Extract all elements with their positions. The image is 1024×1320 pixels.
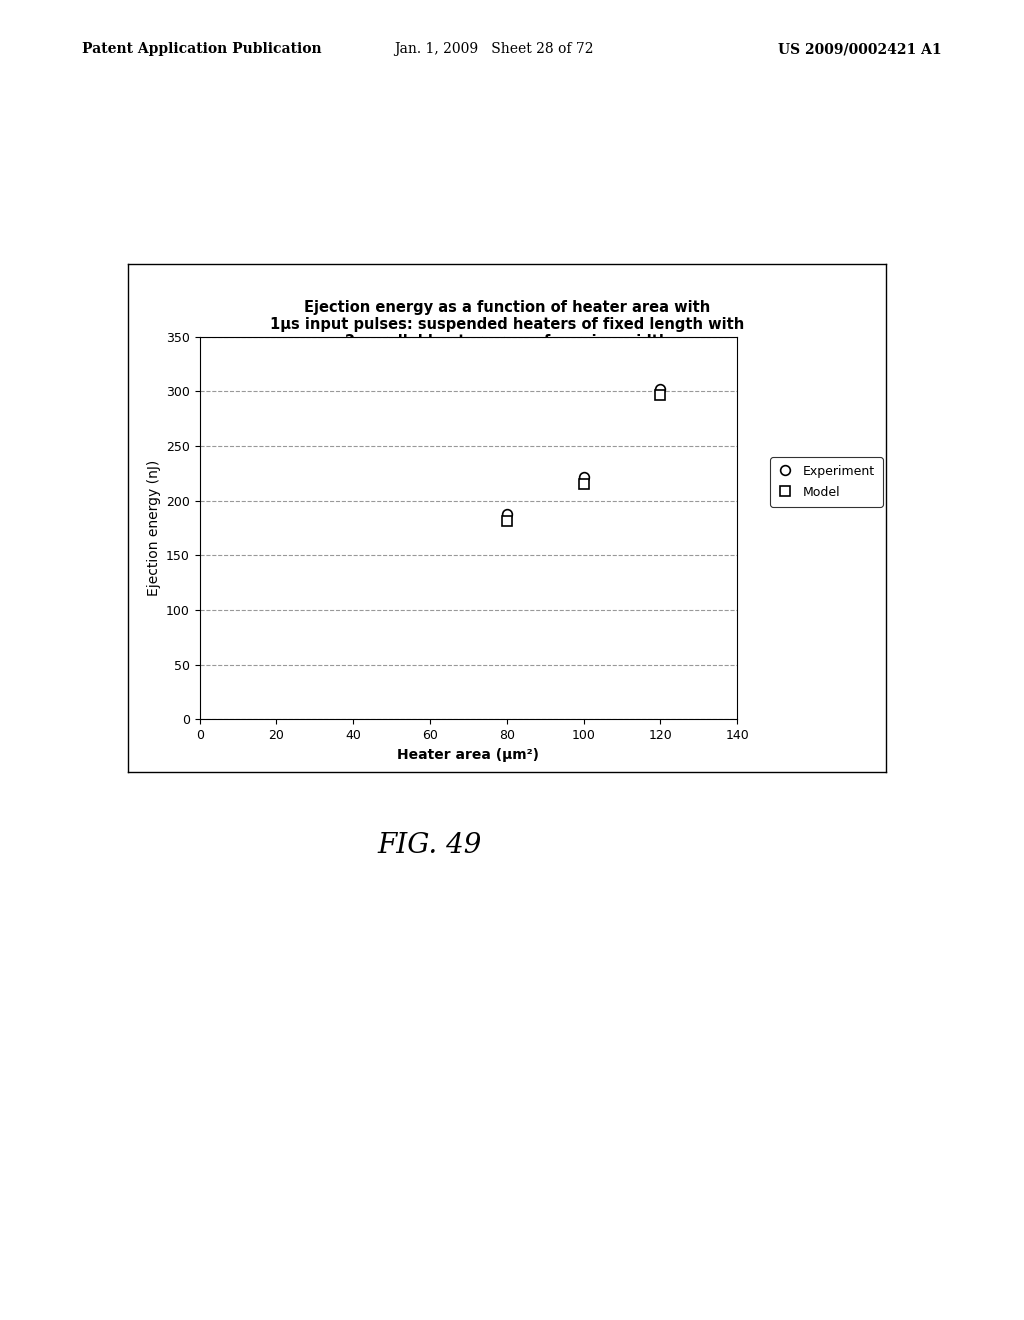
Y-axis label: Ejection energy (nJ): Ejection energy (nJ) bbox=[146, 459, 161, 597]
Text: FIG. 49: FIG. 49 bbox=[378, 832, 482, 858]
Text: US 2009/0002421 A1: US 2009/0002421 A1 bbox=[778, 42, 942, 57]
X-axis label: Heater area (μm²): Heater area (μm²) bbox=[397, 747, 540, 762]
Legend: Experiment, Model: Experiment, Model bbox=[770, 457, 883, 507]
Text: Ejection energy as a function of heater area with
1μs input pulses: suspended he: Ejection energy as a function of heater … bbox=[269, 300, 744, 350]
Text: Patent Application Publication: Patent Application Publication bbox=[82, 42, 322, 57]
Text: Jan. 1, 2009   Sheet 28 of 72: Jan. 1, 2009 Sheet 28 of 72 bbox=[394, 42, 594, 57]
